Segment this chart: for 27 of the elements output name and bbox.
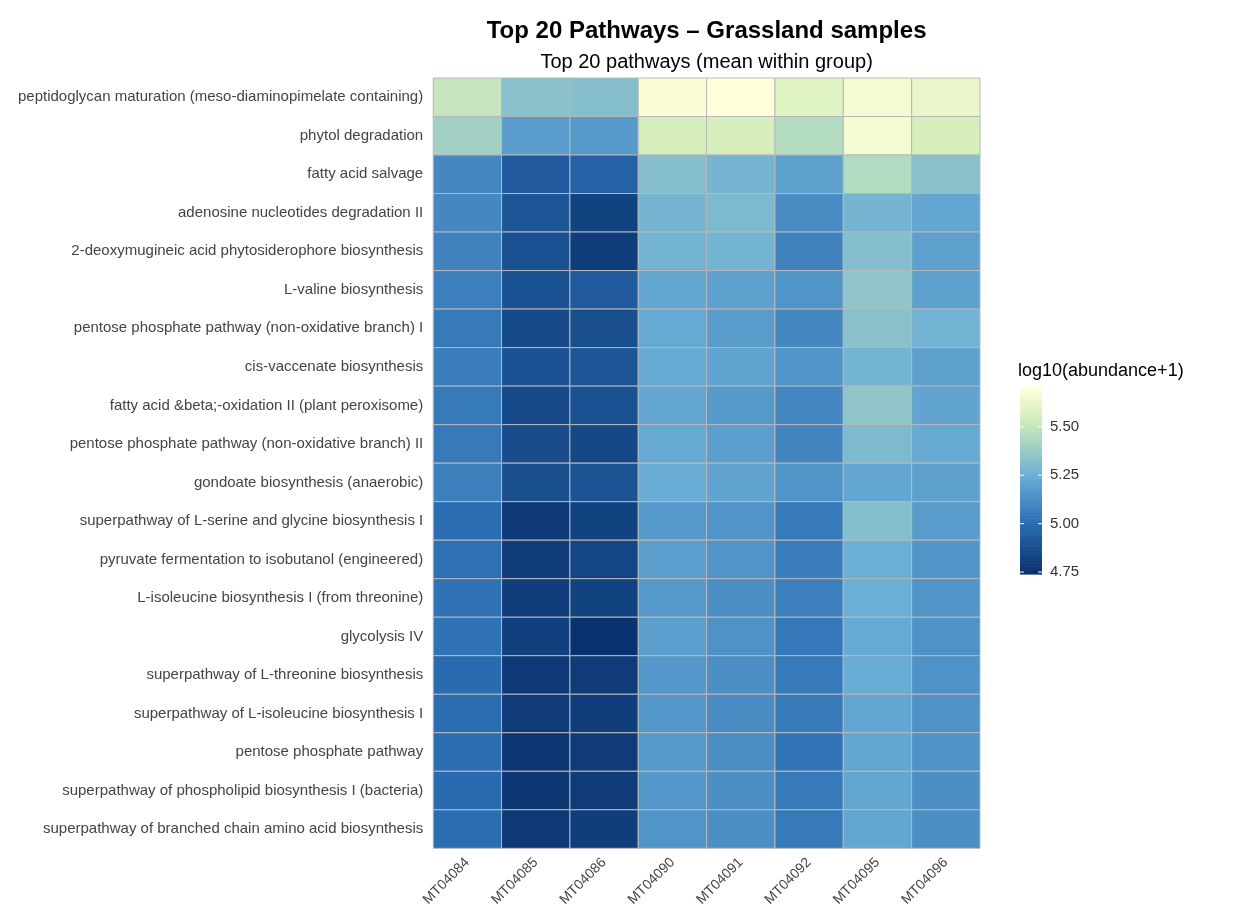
color-bar-label: 5.25 <box>1050 465 1080 483</box>
y-tick-label: superpathway of phospholipid biosynthesis I (bacteria) <box>62 780 424 798</box>
y-tick-label: cis-vaccenate biosynthesis <box>244 357 424 374</box>
y-tick-label: peptidoglycan maturation (meso-diaminopimelate containing) <box>17 87 424 105</box>
y-tick-label: 2-deoxymugineic acid phytosiderophore biosynthesis <box>71 241 424 259</box>
y-tick-label: adenosine nucleotides degradation II <box>178 202 424 220</box>
chart-subtitle: Top 20 pathways (mean within group) <box>540 50 873 72</box>
y-tick-label: L-isoleucine biosynthesis I (from threonine) <box>137 588 424 606</box>
y-tick-label: glycolysis IV <box>340 626 424 644</box>
y-tick-label: L-valine biosynthesis <box>283 279 424 297</box>
color-bar-label: 4.75 <box>1050 562 1080 580</box>
y-tick-label: pentose phosphate pathway (non-oxidative branch) II <box>69 434 424 452</box>
y-tick-label: gondoate biosynthesis (anaerobic) <box>193 472 424 490</box>
y-tick-label: phytol degradation <box>299 125 424 143</box>
chart-title: Top 20 Pathways – Grassland samples <box>486 16 927 43</box>
y-tick-label: fatty acid salvage <box>307 164 424 182</box>
y-tick-label: pyruvate fermentation to isobutanol (engineered) <box>99 549 424 567</box>
y-tick-label: pentose phosphate pathway (non-oxidative branch) I <box>73 318 424 336</box>
y-tick-label: fatty acid &beta;-oxidation II (plant peroxisome) <box>109 395 424 413</box>
color-bar-label: 5.00 <box>1050 513 1080 531</box>
color-bar-title: log10(abundance+1) <box>1018 360 1184 380</box>
y-tick-label: superpathway of L-isoleucine biosynthesis I <box>133 703 424 721</box>
y-tick-label: superpathway of branched chain amino acid biosynthesis <box>42 819 424 837</box>
y-tick-label: superpathway of L-threonine biosynthesis <box>146 665 424 683</box>
y-tick-label: superpathway of L-serine and glycine biosynthesis I <box>79 511 424 529</box>
color-bar-label: 5.50 <box>1050 416 1080 434</box>
y-tick-label: pentose phosphate pathway <box>235 742 424 760</box>
